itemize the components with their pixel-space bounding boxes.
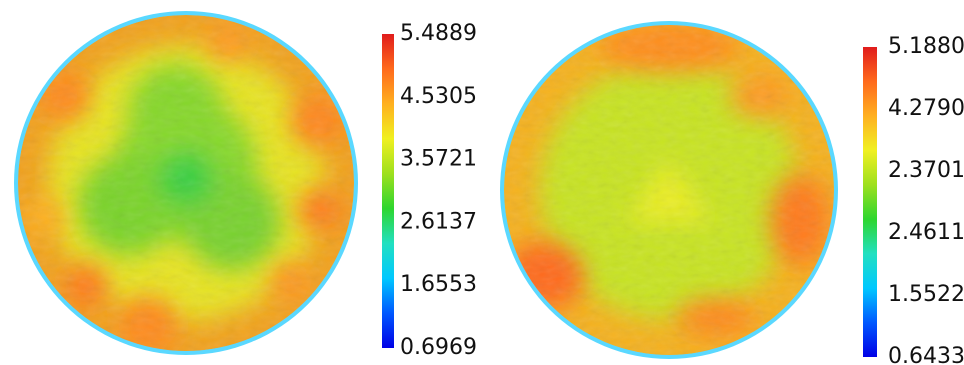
colorbar-1-tick-label: 3.5721	[400, 147, 477, 172]
colorbar-1-tick-label: 2.6137	[400, 209, 477, 234]
heatmap-disk-1	[14, 11, 358, 355]
disk-1-texture	[18, 15, 354, 351]
disk-2-texture	[504, 25, 834, 355]
colorbar-2-tick-label: 4.2790	[888, 96, 964, 121]
colorbar-1-tick-label: 5.4889	[400, 21, 477, 46]
colorbar-1-tick-label: 0.6969	[400, 335, 477, 360]
colorbar-1-tick-label: 4.5305	[400, 84, 477, 109]
colorbar-2-tick-label: 2.3701	[888, 158, 964, 183]
colorbar-1-tick-label: 1.6553	[400, 272, 477, 297]
colorbar-2-tick-label: 2.4611	[888, 220, 964, 245]
colorbar-2-tick-label: 5.1880	[888, 34, 964, 59]
colorbar-1-gradient	[382, 34, 394, 348]
colorbar-1: 5.4889 4.5305 3.5721 2.6137 1.6553 0.6969	[382, 21, 477, 360]
colorbar-2-tick-label: 0.6433	[888, 344, 964, 365]
colorbar-2: 5.1880 4.2790 2.3701 2.4611 1.5522 0.6433	[863, 34, 964, 365]
colorbar-2-tick-label: 1.5522	[888, 282, 964, 307]
colorbar-2-gradient	[863, 47, 877, 357]
heatmap-disk-2	[500, 21, 838, 359]
